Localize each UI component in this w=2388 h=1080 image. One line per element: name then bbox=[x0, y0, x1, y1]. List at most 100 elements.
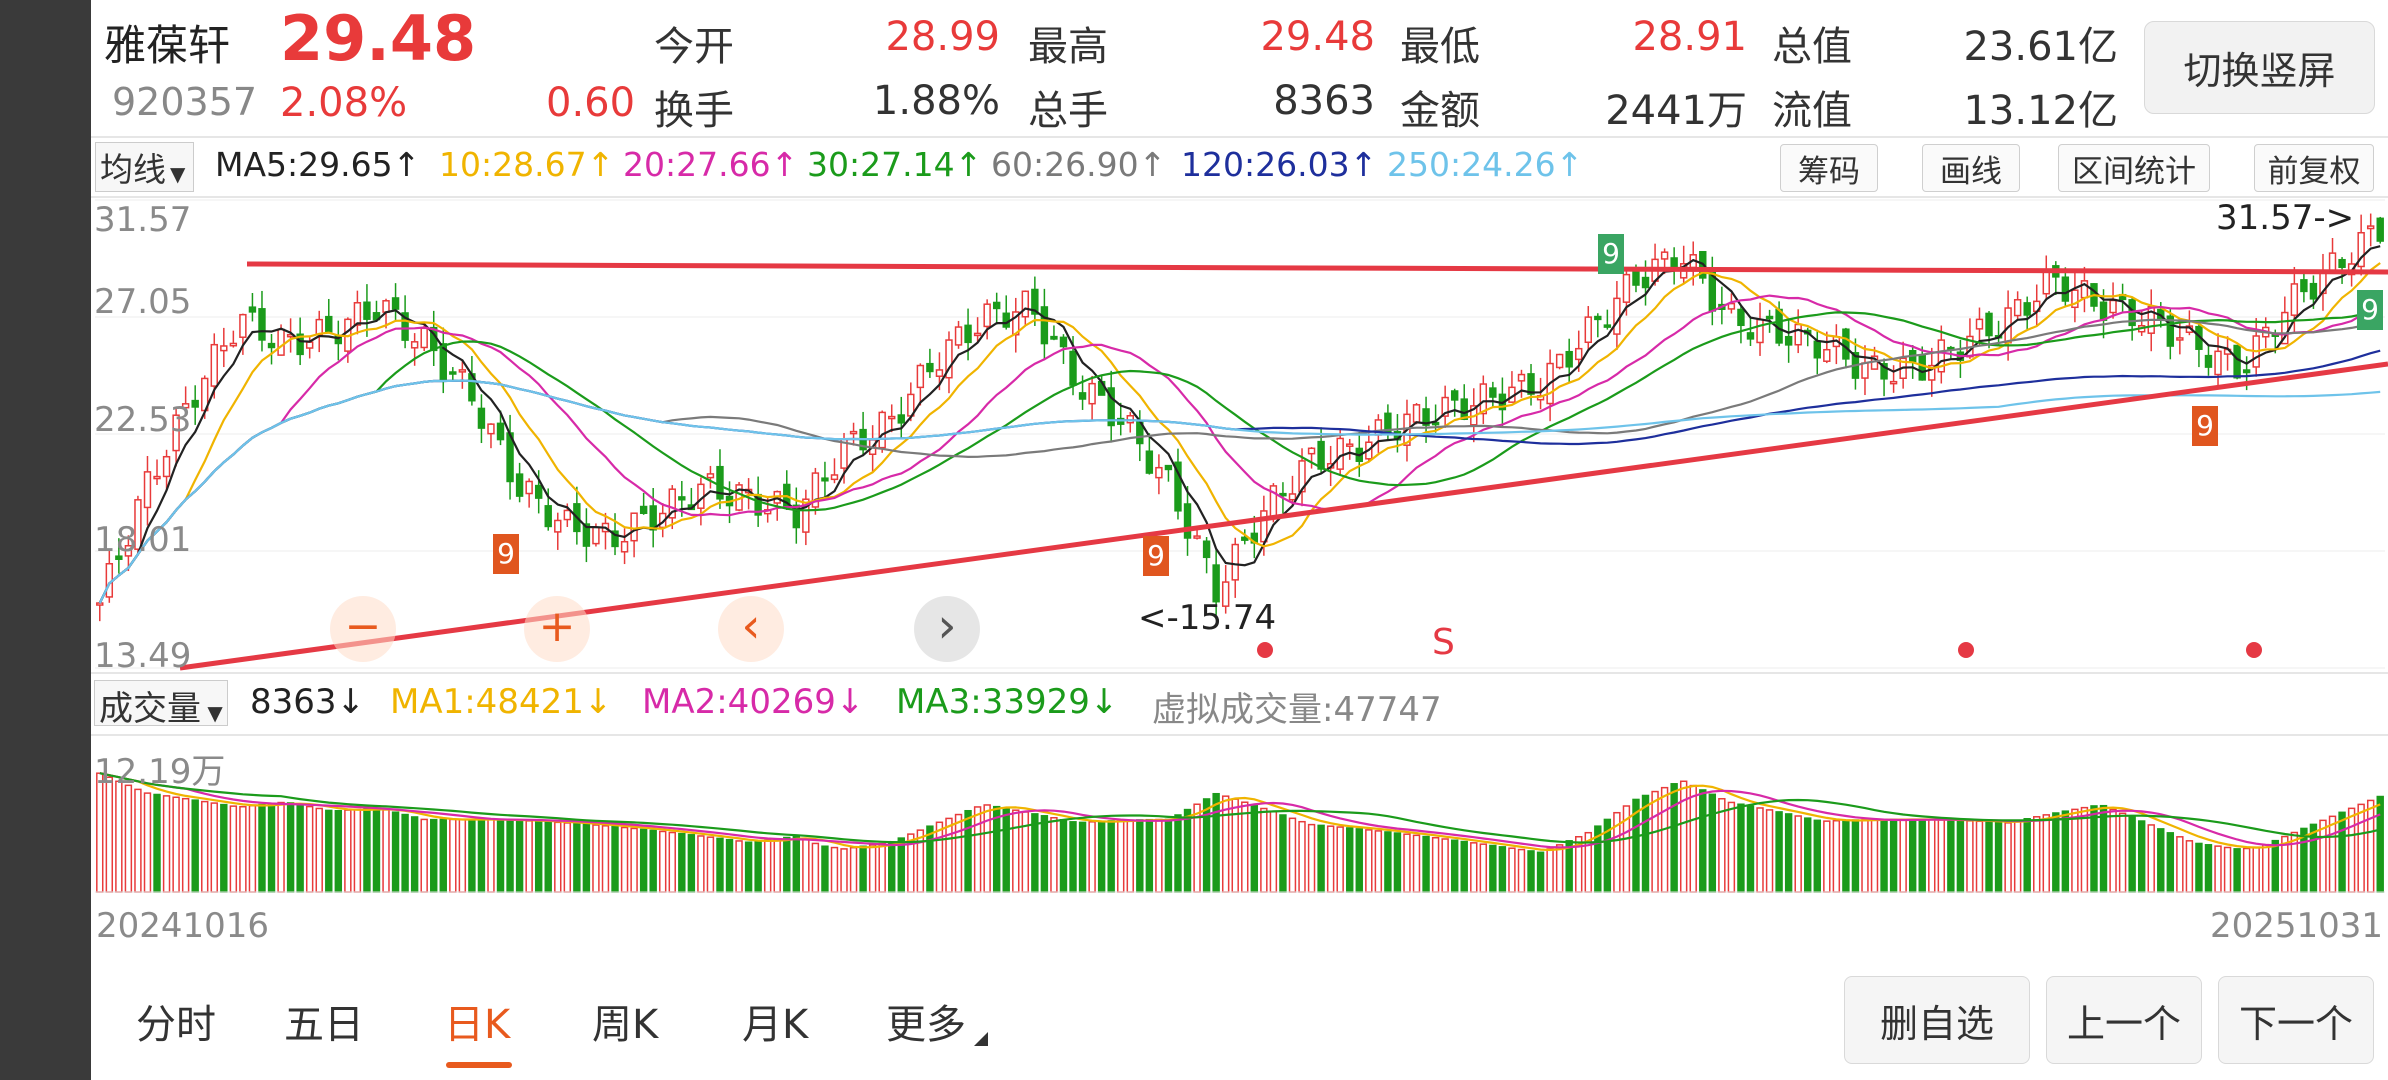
volume-bar bbox=[1326, 825, 1335, 893]
switch-portrait-button[interactable]: 切换竖屏 bbox=[2144, 21, 2375, 114]
tab-intraday[interactable]: 分时 bbox=[136, 1002, 216, 1048]
hands-label: 总手 bbox=[1028, 88, 1108, 134]
volume-bar bbox=[802, 838, 810, 893]
volume-bar bbox=[2376, 795, 2384, 893]
tab-monthly-k[interactable]: 月K bbox=[742, 1002, 809, 1048]
draw-line-button[interactable]: 画线 bbox=[1922, 144, 2020, 192]
signal-dot bbox=[1958, 642, 1974, 658]
volume-bar bbox=[277, 801, 285, 893]
zoom-in-button[interactable]: + bbox=[524, 596, 590, 662]
high-value: 29.48 bbox=[1260, 14, 1375, 60]
pan-right-button[interactable]: › bbox=[914, 596, 980, 662]
candle-body bbox=[2166, 315, 2175, 347]
prev-stock-button[interactable]: 上一个 bbox=[2046, 976, 2202, 1064]
volume-bar bbox=[1985, 821, 1993, 893]
tab-daily-k[interactable]: 日K bbox=[444, 1002, 511, 1048]
candle-body bbox=[2357, 231, 2365, 268]
candle-body bbox=[1727, 302, 1736, 310]
candle-body bbox=[181, 403, 190, 409]
volume-bar bbox=[1498, 846, 1507, 893]
volume-bar bbox=[2052, 812, 2060, 893]
candle-body bbox=[1021, 290, 1030, 318]
candle-body bbox=[582, 523, 591, 547]
volume-selector[interactable]: 成交量 ▼ bbox=[94, 680, 228, 729]
volume-bar bbox=[659, 830, 667, 893]
candle-body bbox=[830, 474, 839, 481]
volume-bar bbox=[1765, 809, 1774, 893]
candle-body bbox=[258, 308, 266, 341]
volume-bar bbox=[477, 818, 486, 893]
volume-ma3: MA3:33929↓ bbox=[896, 682, 1119, 722]
date-end: 20251031 bbox=[2210, 906, 2384, 946]
range-stats-button[interactable]: 区间统计 bbox=[2058, 144, 2210, 192]
volume-bar bbox=[1336, 826, 1344, 893]
candle-body bbox=[210, 343, 218, 387]
candle-body bbox=[296, 333, 304, 356]
volume-bar bbox=[1975, 820, 1984, 893]
candle-body bbox=[1212, 564, 1220, 603]
volume-bar bbox=[983, 804, 991, 893]
ma10-value: 10:28.67↑ bbox=[439, 145, 615, 184]
ma-selector[interactable]: 均线 ▼ bbox=[95, 142, 195, 192]
candle-body bbox=[926, 362, 934, 373]
candle-body bbox=[153, 475, 161, 480]
volume-bar bbox=[2338, 811, 2346, 893]
candle-body bbox=[143, 471, 152, 509]
candle-body bbox=[1928, 364, 1936, 381]
candle-body bbox=[916, 364, 925, 389]
candle-body bbox=[2338, 258, 2346, 268]
volume-bar bbox=[325, 809, 333, 893]
tab-five-day[interactable]: 五日 bbox=[284, 1002, 364, 1048]
volume-bar bbox=[1870, 818, 1879, 893]
tab-more[interactable]: 更多 bbox=[886, 1002, 966, 1048]
remove-watchlist-button[interactable]: 删自选 bbox=[1844, 976, 2030, 1064]
dropdown-caret-icon: ▼ bbox=[170, 162, 186, 186]
candle-body bbox=[2366, 225, 2375, 230]
chart-grid bbox=[95, 199, 2385, 669]
tab-weekly-k[interactable]: 周K bbox=[592, 1002, 659, 1048]
volume-bar bbox=[1365, 829, 1373, 893]
pan-left-button[interactable]: ‹ bbox=[718, 596, 784, 662]
price-tick-bottom: 13.49 bbox=[94, 636, 192, 676]
volume-bar bbox=[258, 803, 266, 893]
header-divider bbox=[91, 136, 2388, 138]
volume-bar bbox=[783, 836, 791, 893]
volume-bar bbox=[1021, 811, 1030, 893]
volume-bar bbox=[2185, 840, 2194, 893]
candle-body bbox=[1794, 323, 1802, 346]
volume-bar bbox=[897, 837, 905, 893]
volume-ma1: MA1:48421↓ bbox=[390, 682, 613, 722]
nine-badge: 9 bbox=[1143, 536, 1169, 576]
candle-body bbox=[305, 341, 314, 349]
chips-button[interactable]: 筹码 bbox=[1780, 144, 1878, 192]
candle-body bbox=[124, 545, 133, 557]
high-marker: 31.57-> bbox=[2216, 198, 2355, 238]
next-stock-button[interactable]: 下一个 bbox=[2218, 976, 2374, 1064]
ma120-value: 120:26.03↑ bbox=[1181, 145, 1378, 184]
support-trendline bbox=[179, 361, 2388, 671]
volume-bar bbox=[334, 809, 343, 893]
volume-bar bbox=[1699, 789, 1707, 893]
zoom-out-button[interactable]: − bbox=[330, 596, 396, 662]
candle-body bbox=[1555, 353, 1564, 369]
volume-bar bbox=[1059, 819, 1068, 893]
candle-body bbox=[2300, 279, 2308, 293]
volume-bar bbox=[1651, 790, 1659, 893]
adjust-button[interactable]: 前复权 bbox=[2254, 144, 2374, 192]
turnover-label: 换手 bbox=[654, 88, 734, 134]
hands-value: 8363 bbox=[1273, 78, 1375, 124]
volume-bar bbox=[1470, 842, 1478, 893]
candle-body bbox=[1813, 340, 1821, 359]
volume-max-label: 12.19万 bbox=[94, 752, 226, 792]
volume-bar bbox=[229, 805, 238, 893]
volume-bar bbox=[2176, 836, 2184, 893]
volume-bar bbox=[1670, 783, 1678, 893]
candle-body bbox=[363, 301, 371, 320]
volume-bar bbox=[1241, 801, 1249, 893]
candle-body bbox=[1517, 373, 1526, 382]
volume-bar bbox=[430, 818, 438, 893]
volume-bar bbox=[2013, 820, 2022, 893]
candle-body bbox=[2023, 302, 2031, 316]
candle-body bbox=[964, 324, 972, 344]
